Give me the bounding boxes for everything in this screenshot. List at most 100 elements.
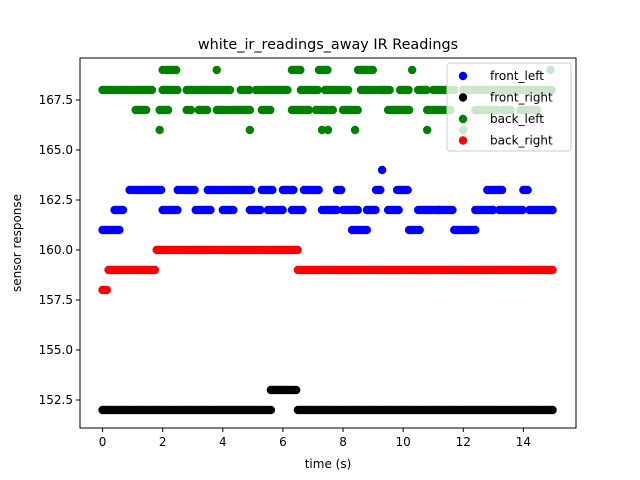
data-point	[229, 205, 238, 215]
series-front_right	[98, 385, 557, 415]
legend-box	[446, 62, 572, 152]
data-point	[332, 205, 341, 215]
data-point	[328, 105, 338, 115]
data-point	[353, 205, 362, 215]
data-point	[317, 125, 327, 135]
x-tick-label: 6	[279, 435, 287, 449]
data-point	[141, 105, 151, 115]
data-point	[163, 105, 173, 115]
data-point	[548, 405, 557, 415]
data-point	[283, 85, 292, 95]
y-tick-label: 160.0	[39, 243, 73, 257]
legend-marker	[458, 71, 468, 81]
data-point	[548, 265, 557, 275]
x-axis-label: time (s)	[305, 457, 352, 471]
series-back_right	[98, 245, 557, 295]
legend-marker	[458, 136, 468, 145]
data-point	[291, 385, 301, 395]
data-point	[266, 105, 275, 115]
y-axis: 152.5 155.0 157.5 160.0 162.5 165.0 167.5	[39, 93, 80, 407]
data-point	[225, 85, 235, 95]
data-point	[523, 185, 532, 195]
y-tick-label: 152.5	[39, 393, 73, 407]
data-point	[245, 125, 255, 135]
data-point	[173, 85, 182, 95]
data-point	[156, 185, 166, 195]
data-point	[304, 105, 313, 115]
data-point	[404, 105, 414, 115]
data-point	[489, 205, 498, 215]
y-tick-label: 165.0	[39, 143, 73, 157]
data-point	[206, 205, 215, 215]
data-point	[256, 205, 265, 215]
data-point	[407, 65, 417, 75]
data-point	[289, 185, 298, 195]
x-tick-label: 14	[516, 435, 531, 449]
data-point	[212, 65, 221, 75]
data-point	[171, 65, 181, 75]
data-point	[202, 105, 212, 115]
data-point	[150, 265, 160, 275]
chart-title: white_ir_readings_away IR Readings	[198, 37, 458, 53]
data-point	[190, 185, 199, 195]
y-tick-label: 155.0	[39, 343, 73, 357]
data-point	[394, 205, 403, 215]
data-point	[362, 205, 372, 215]
legend-label: front_right	[490, 91, 553, 105]
data-point	[323, 65, 332, 75]
data-point	[376, 185, 385, 195]
data-point	[266, 405, 276, 415]
data-point	[314, 185, 323, 195]
data-point	[118, 205, 128, 215]
data-point	[350, 125, 360, 135]
data-point	[423, 125, 432, 135]
data-point	[186, 105, 196, 115]
x-tick-label: 2	[159, 435, 167, 449]
data-point	[245, 85, 254, 95]
data-point	[471, 225, 480, 235]
legend-marker	[458, 114, 468, 124]
x-tick-label: 8	[339, 435, 347, 449]
x-tick-label: 10	[396, 435, 411, 449]
data-point	[448, 205, 457, 215]
data-point	[404, 85, 413, 95]
data-point	[497, 185, 507, 195]
data-point	[435, 205, 444, 215]
plot-frame	[79, 57, 577, 429]
series-front_left	[98, 165, 557, 235]
data-point	[313, 85, 322, 95]
data-point	[173, 205, 182, 215]
data-point	[268, 185, 277, 195]
legend-marker	[458, 93, 468, 102]
data-point	[368, 65, 377, 75]
data-point	[246, 185, 256, 195]
data-point	[245, 105, 255, 115]
data-point	[337, 185, 346, 195]
y-tick-label: 157.5	[39, 293, 73, 307]
data-point	[296, 65, 305, 75]
legend: front_left front_right back_left back_right	[446, 62, 572, 152]
data-point	[102, 285, 111, 295]
x-tick-label: 4	[219, 435, 227, 449]
legend-label: back_left	[490, 112, 544, 126]
data-point	[115, 225, 124, 235]
data-point	[298, 205, 307, 215]
y-axis-label: sensor response	[10, 194, 24, 292]
data-point	[415, 225, 424, 235]
data-point	[518, 205, 527, 215]
y-tick-label: 167.5	[39, 93, 73, 107]
data-point	[353, 105, 362, 115]
data-point	[147, 85, 157, 95]
data-point	[385, 85, 394, 95]
x-axis: 0 2 4 6 8 10 12 14	[99, 428, 531, 449]
data-point	[362, 225, 371, 235]
legend-label: back_right	[490, 134, 553, 148]
data-point	[422, 85, 431, 95]
data-point	[377, 165, 387, 175]
y-tick-label: 162.5	[39, 193, 73, 207]
x-tick-label: 12	[456, 435, 471, 449]
data-point	[155, 125, 164, 135]
data-point	[278, 205, 287, 215]
data-point	[371, 205, 380, 215]
